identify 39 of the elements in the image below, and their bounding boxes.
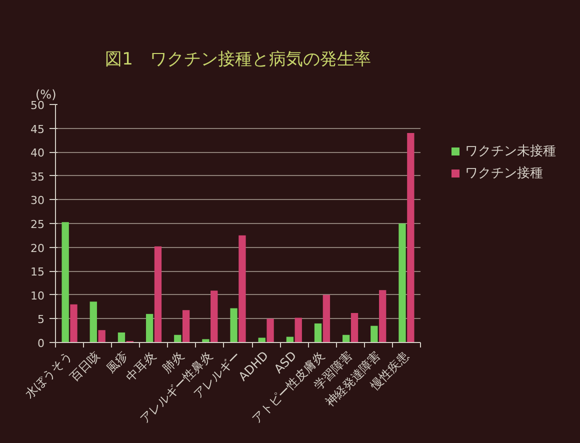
bar <box>182 310 190 342</box>
bar <box>350 312 358 342</box>
y-tick-label: 0 <box>38 337 44 350</box>
bar <box>342 334 350 342</box>
bar <box>202 339 210 342</box>
chart-title: 図1 ワクチン接種と病気の発生率 <box>105 50 371 70</box>
bar <box>294 318 302 342</box>
y-tick-label: 15 <box>30 266 45 279</box>
bar <box>238 235 246 342</box>
bar <box>90 302 97 342</box>
bar <box>154 246 162 342</box>
legend-label: ワクチン接種 <box>465 165 543 182</box>
bar <box>379 290 386 342</box>
y-tick-label: 25 <box>30 218 45 231</box>
bar <box>258 338 266 342</box>
bar <box>174 334 182 342</box>
y-tick-label: 40 <box>30 146 45 160</box>
y-tick-label: 10 <box>30 289 45 302</box>
bar <box>407 133 414 342</box>
bar <box>230 308 238 342</box>
bar <box>118 332 126 342</box>
bar <box>210 290 218 342</box>
bar <box>98 330 106 342</box>
y-tick-label: 50 <box>30 99 45 112</box>
bar <box>146 314 154 342</box>
bar <box>70 304 78 342</box>
bar <box>314 323 322 342</box>
y-tick-label: 20 <box>30 242 45 255</box>
y-axis-title: (%) <box>36 88 56 102</box>
bar <box>398 224 406 342</box>
y-tick-label: 35 <box>30 170 45 184</box>
y-tick-label: 30 <box>30 194 45 208</box>
legend-label: ワクチン未接種 <box>465 143 556 160</box>
y-tick-label: 45 <box>30 122 45 136</box>
bar <box>266 318 274 342</box>
y-tick-label: 5 <box>38 313 44 326</box>
bar <box>62 222 69 342</box>
bar <box>322 294 330 342</box>
bar <box>370 326 378 342</box>
